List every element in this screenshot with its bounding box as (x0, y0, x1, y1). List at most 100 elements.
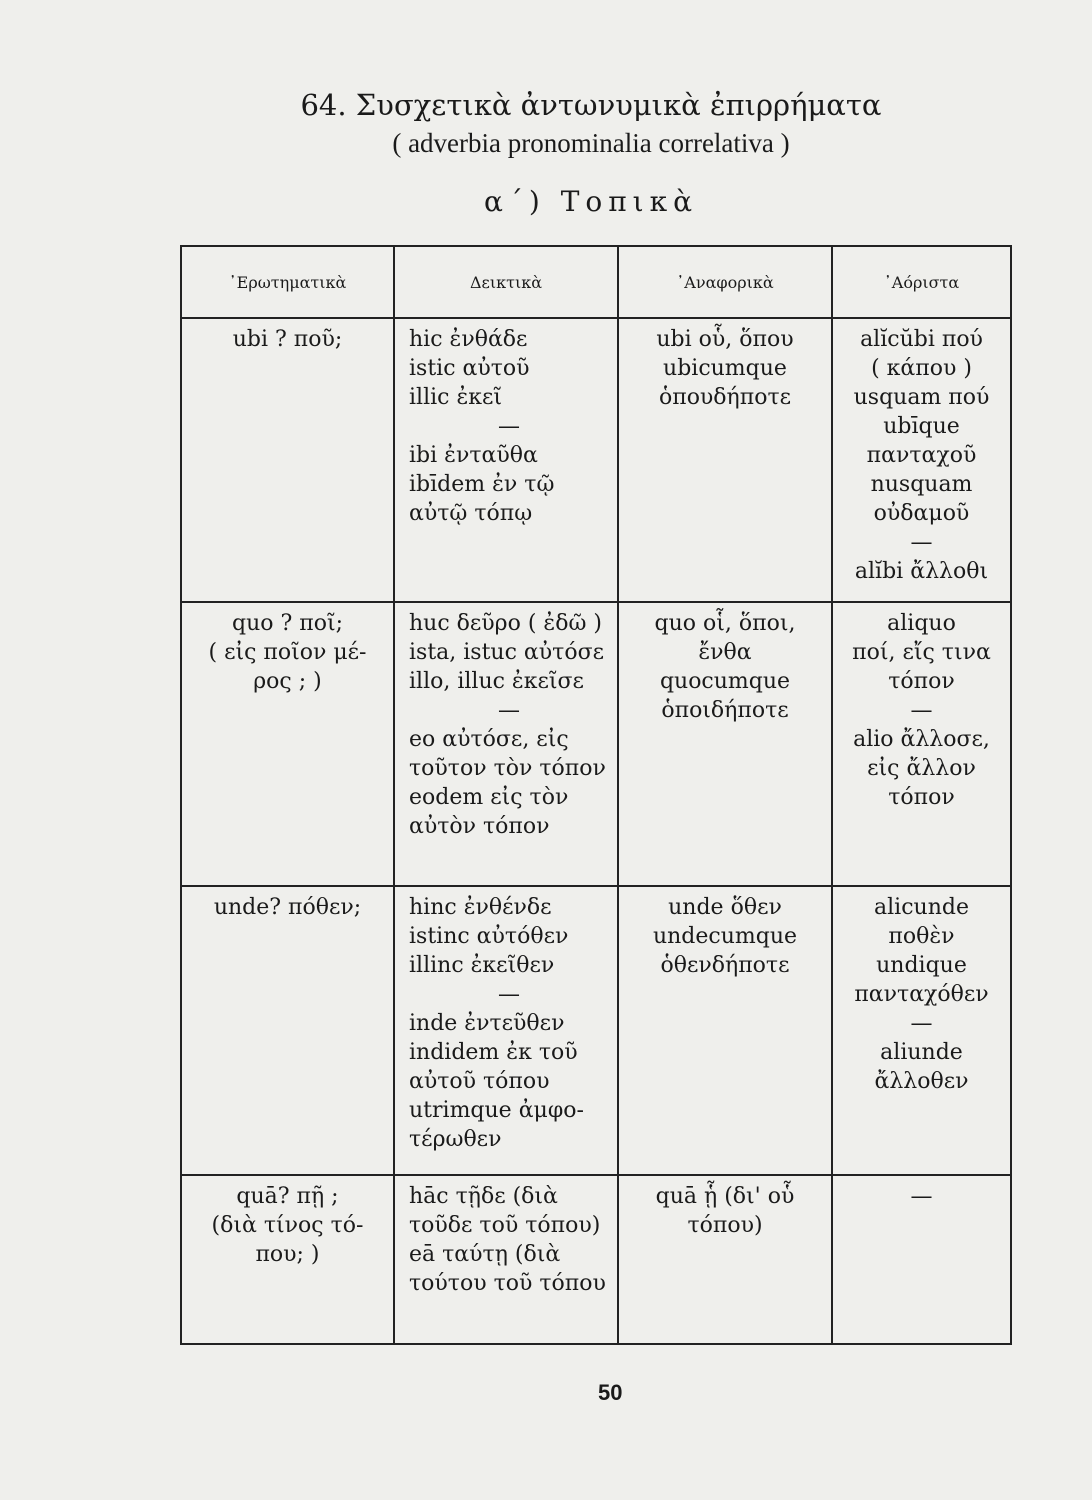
table-header-row: ᾿Ερωτηματικὰ Δεικτικὰ ᾿Αναφορικὰ ᾿Αόριστ… (180, 245, 1012, 319)
cell-line: τόπου) (687, 1213, 763, 1238)
subsection-title: α΄) Τοπικὰ (483, 185, 699, 218)
cell-relative: ubi οὗ, ὅπου ubicumque ὁπουδήποτε (617, 317, 833, 603)
cell-line: quo οἷ, ὅποι, (654, 611, 796, 636)
cell-line: ( εἰς ποῖον μέ- (208, 640, 367, 665)
cell-line: hāc τῇδε (διὰ (409, 1184, 558, 1209)
header-relative: ᾿Αναφορικὰ (617, 245, 833, 319)
cell-line: inde ἐντεῦθεν (409, 1011, 565, 1036)
separator-dash: — (498, 982, 520, 1007)
cell-indefinite: alĭcŭbi πού ( κάπου ) usquam πού ubīque παντ… (831, 317, 1012, 603)
adverbs-table: ᾿Ερωτηματικὰ Δεικτικὰ ᾿Αναφορικὰ ᾿Αόριστ… (180, 245, 1012, 1345)
table-row: ubi ? ποῦ; hic ἐνθάδε istic αὐτοῦ illic ἐκε… (180, 317, 1012, 603)
cell-line: eo αὐτόσε, εἰς (409, 727, 569, 752)
cell-line: τοῦδε τοῦ τόπου) (409, 1213, 601, 1238)
cell-interrogative: quā? πῇ ; (διὰ τίνος τό-που; ) (180, 1174, 395, 1345)
cell-line: ibi ἐνταῦθα (409, 443, 538, 468)
cell-line: ubi ? ποῦ; (232, 327, 343, 352)
cell-line: hinc ἐνθένδε (409, 895, 552, 920)
cell-line: ποί, εἴς τινα (852, 640, 991, 665)
cell-line: ποθὲν (888, 924, 955, 949)
cell-line: undique (876, 953, 967, 978)
cell-line: alĭcŭbi πού (860, 327, 983, 352)
cell-line: (διὰ τίνος τό- (211, 1213, 364, 1238)
cell-demonstrative: hic ἐνθάδε istic αὐτοῦ illic ἐκεῖ — ibi ἐντα… (393, 317, 619, 603)
cell-interrogative: unde? πόθεν; (180, 885, 395, 1176)
separator-dash: — (498, 698, 520, 723)
cell-indefinite: — (831, 1174, 1012, 1345)
cell-demonstrative: hāc τῇδε (διὰ τοῦδε τοῦ τόπου) eā ταύτῃ (δ… (393, 1174, 619, 1345)
cell-line: τόπον (888, 669, 955, 694)
cell-line: τούτου τοῦ τόπου (409, 1271, 606, 1296)
separator-dash: — (910, 530, 933, 555)
cell-line: undecumque (652, 924, 798, 949)
cell-relative: unde ὅθεν undecumque ὁθενδήποτε (617, 885, 833, 1176)
cell-line: ὁποιδήποτε (661, 698, 789, 723)
cell-relative: quā ᾗ (δι' οὗ τόπου) (617, 1174, 833, 1345)
cell-line: οὐδαμοῦ (873, 501, 970, 526)
cell-demonstrative: huc δεῦρο ( ἐδῶ ) ista, istuc αὐτόσε illo,… (393, 601, 619, 887)
cell-line: istic αὐτοῦ (409, 356, 530, 381)
separator-dash: — (498, 414, 520, 439)
cell-line: istinc αὐτόθεν (409, 924, 569, 949)
separator-dash: — (910, 1011, 933, 1036)
cell-line: ὁθενδήποτε (660, 953, 790, 978)
cell-line: eā ταύτῃ (διὰ (409, 1242, 561, 1267)
cell-relative: quo οἷ, ὅποι, ἔνθα quocumque ὁποιδήποτε (617, 601, 833, 887)
table-row: unde? πόθεν; hinc ἐνθένδε istinc αὐτόθεν il… (180, 885, 1012, 1176)
cell-line: ὁπουδήποτε (658, 385, 792, 410)
cell-line: ista, istuc αὐτόσε (409, 640, 604, 665)
cell-indefinite: alicunde ποθὲν undique πανταχόθεν — aliunde ἄλ… (831, 885, 1012, 1176)
cell-indefinite: aliquo ποί, εἴς τινα τόπον — alio ἄλλοσε, εἰς… (831, 601, 1012, 887)
cell-line: quo ? ποῖ; (231, 611, 344, 636)
header-demonstrative: Δεικτικὰ (393, 245, 619, 319)
section-title: 64. Συσχετικὰ ἀντωνυμικὰ ἐπιρρήματα (300, 88, 882, 122)
separator-dash: — (910, 698, 933, 723)
cell-line: alicunde (874, 895, 969, 920)
cell-line: illinc ἐκεῖθεν (409, 953, 555, 978)
cell-line: αὐτοῦ τόπου (409, 1069, 550, 1094)
cell-line: utrimque ἀμφο- (409, 1098, 584, 1123)
cell-line: unde? πόθεν; (213, 895, 362, 920)
cell-line: quā? πῇ ; (236, 1184, 339, 1209)
cell-line: aliquo (887, 611, 956, 636)
cell-line: ἔνθα (698, 640, 752, 665)
header-indefinite: ᾿Αόριστα (831, 245, 1012, 319)
cell-line: alio ἄλλοσε, (853, 727, 990, 752)
cell-line: indidem ἐκ τοῦ (409, 1040, 578, 1065)
cell-line: nusquam (870, 472, 973, 497)
cell-line: aliunde (880, 1040, 963, 1065)
section-subtitle: ( adverbia pronominalia correlativa ) (392, 128, 790, 158)
cell-line: τοῦτον τὸν τόπον (409, 756, 606, 781)
cell-line: huc δεῦρο ( ἐδῶ ) (409, 611, 602, 636)
cell-line: αὐτῷ τόπῳ (409, 501, 533, 526)
cell-line: quā ᾗ (δι' οὗ (655, 1184, 795, 1209)
cell-line: πανταχόθεν (854, 982, 989, 1007)
cell-line: τέρωθεν (409, 1127, 502, 1152)
cell-line: illic ἐκεῖ (409, 385, 503, 410)
cell-interrogative: quo ? ποῖ; ( εἰς ποῖον μέ-ρος ; ) (180, 601, 395, 887)
cell-line: hic ἐνθάδε (409, 327, 528, 352)
separator-dash: — (910, 1184, 933, 1209)
cell-line: unde ὅθεν (668, 895, 782, 920)
cell-line: ubīque (883, 414, 960, 439)
cell-line: ibīdem ἐν τῷ (409, 472, 555, 497)
cell-demonstrative: hinc ἐνθένδε istinc αὐτόθεν illinc ἐκεῖθεν… (393, 885, 619, 1176)
table-row: quā? πῇ ; (διὰ τίνος τό-που; ) hāc τῇδε (δ… (180, 1174, 1012, 1345)
cell-line: usquam πού (853, 385, 990, 410)
cell-line: αὐτὸν τόπον (409, 814, 550, 839)
cell-line: illo, illuc ἐκεῖσε (409, 669, 584, 694)
cell-line: ἄλλοθεν (874, 1069, 969, 1094)
cell-line: που; ) (255, 1242, 320, 1267)
cell-line: eodem εἰς τὸν (409, 785, 569, 810)
table-row: quo ? ποῖ; ( εἰς ποῖον μέ-ρος ; ) huc δεῦρ… (180, 601, 1012, 887)
cell-line: ρος ; ) (253, 669, 322, 694)
cell-line: ( κάπου ) (871, 356, 972, 381)
cell-line: alĭbi ἄλλοθι (854, 559, 989, 584)
cell-line: τόπον (888, 785, 955, 810)
header-interrogative: ᾿Ερωτηματικὰ (180, 245, 395, 319)
cell-line: ubicumque (663, 356, 787, 381)
page-number: 50 (598, 1380, 623, 1405)
cell-interrogative: ubi ? ποῦ; (180, 317, 395, 603)
cell-line: quocumque (659, 669, 791, 694)
cell-line: πανταχοῦ (866, 443, 977, 468)
